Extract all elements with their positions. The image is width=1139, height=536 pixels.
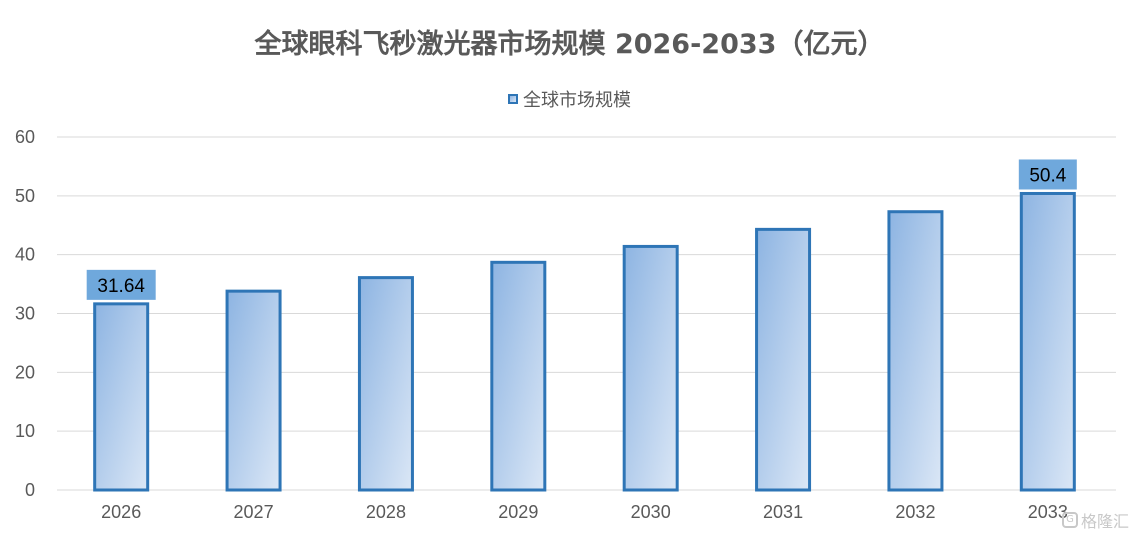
x-tick-label: 2030	[631, 502, 671, 522]
legend: 全球市场规模	[0, 86, 1139, 112]
bar	[357, 276, 414, 492]
gelonghui-logo-icon: G	[1061, 512, 1078, 528]
legend-label: 全球市场规模	[523, 90, 631, 111]
x-tick-label: 2033	[1028, 502, 1068, 522]
y-tick-label: 20	[15, 362, 35, 382]
y-tick-label: 50	[15, 186, 35, 206]
bar	[622, 244, 679, 492]
x-tick-label: 2026	[101, 502, 141, 522]
x-tick-label: 2032	[895, 502, 935, 522]
gridlines	[57, 136, 1116, 491]
chart-title: 全球眼科飞秒激光器市场规模 2026-2033（亿元）	[254, 29, 885, 60]
x-tick-label: 2031	[763, 502, 803, 522]
y-tick-label: 40	[15, 245, 35, 265]
bar	[1019, 191, 1076, 492]
bars	[93, 191, 1076, 492]
y-tick-label: 30	[15, 304, 35, 324]
watermark: G 格隆汇	[1061, 508, 1129, 532]
bar	[887, 210, 944, 492]
y-tick-label: 60	[15, 127, 35, 147]
data-label: 50.4	[1018, 159, 1077, 190]
y-tick-label: 0	[25, 480, 35, 500]
bar	[225, 289, 282, 492]
x-tick-label: 2027	[234, 502, 274, 522]
data-label-text: 50.4	[1029, 165, 1066, 186]
bar	[490, 260, 547, 492]
data-labels: 31.64 50.4	[86, 159, 1077, 300]
watermark-text: 格隆汇	[1080, 512, 1129, 531]
x-tick-label: 2028	[366, 502, 406, 522]
y-axis-ticks: 0 10 20 30 40 50 60	[15, 127, 35, 500]
y-tick-label: 10	[15, 421, 35, 441]
bar	[93, 302, 150, 492]
x-tick-label: 2029	[498, 502, 538, 522]
data-label-box	[86, 269, 156, 300]
x-axis-ticks: 2026 2027 2028 2029 2030 2031 2032 2033	[101, 502, 1068, 522]
data-label-text: 31.64	[97, 276, 145, 297]
data-label-box	[1018, 159, 1077, 190]
legend-swatch	[508, 94, 518, 104]
data-label: 31.64	[86, 269, 156, 300]
bar	[755, 227, 812, 492]
